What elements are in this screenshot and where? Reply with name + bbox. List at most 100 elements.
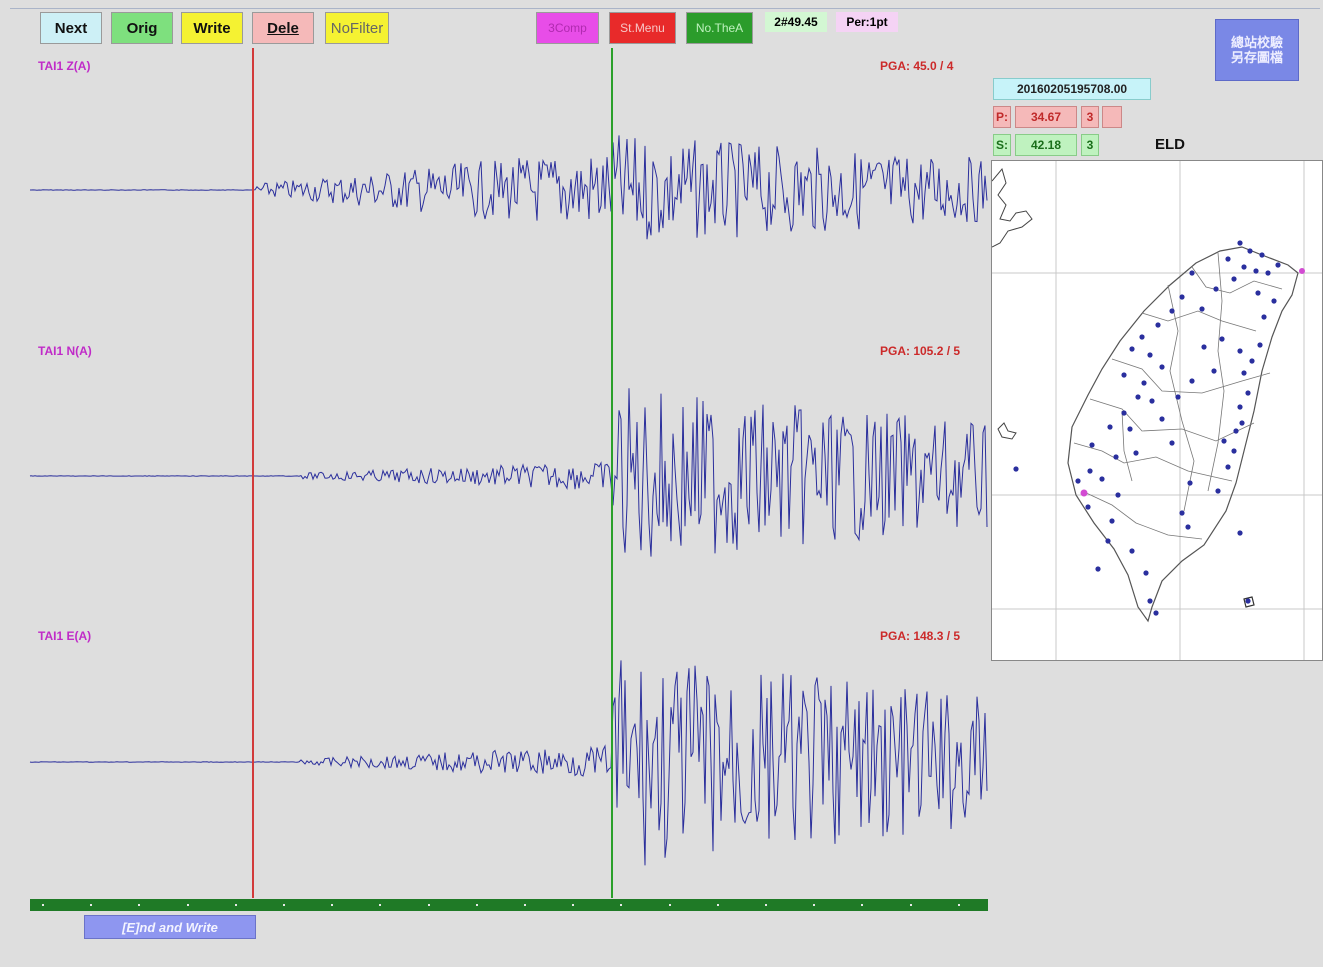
station-dot — [1237, 530, 1243, 536]
time-tick — [427, 904, 430, 906]
time-tick — [572, 904, 575, 906]
station-dot — [1231, 276, 1237, 282]
waveform-trace-z — [30, 135, 988, 240]
station-dot — [1099, 476, 1105, 482]
station-dot — [1013, 466, 1019, 472]
time-tick — [331, 904, 334, 906]
waveform-trace-e — [29, 660, 988, 866]
station-dot — [1139, 334, 1145, 340]
station-dot — [1121, 372, 1127, 378]
station-dot — [1211, 368, 1217, 374]
station-dot — [1133, 450, 1139, 456]
station-dot — [1253, 268, 1259, 274]
trace-e-pga: PGA: 148.3 / 5 — [880, 629, 961, 643]
seismogram-plot[interactable] — [0, 0, 990, 900]
station-dot — [1241, 370, 1247, 376]
time-tick — [765, 904, 767, 906]
map-grid — [992, 161, 1322, 660]
trace-z-label: TAI1 Z(A) — [38, 59, 91, 73]
station-map[interactable] — [991, 160, 1323, 661]
nofilter-button[interactable]: NoFilter — [325, 12, 389, 44]
station-dots — [1013, 240, 1281, 616]
station-dot — [1129, 346, 1135, 352]
stmenu-button[interactable]: St.Menu — [609, 12, 676, 44]
station-dot — [1225, 464, 1231, 470]
trace-e-label: TAI1 E(A) — [38, 629, 92, 643]
station-dot — [1115, 492, 1121, 498]
station-dot — [1275, 262, 1281, 268]
time-tick — [524, 904, 526, 906]
station-dot — [1175, 394, 1181, 400]
station-dot — [1219, 336, 1225, 342]
p-extra-box — [1102, 106, 1122, 128]
3comp-button[interactable]: 3Comp — [536, 12, 599, 44]
time-tick — [234, 904, 237, 906]
orig-button[interactable]: Orig — [111, 12, 173, 44]
station-dot — [1265, 270, 1271, 276]
station-dot — [1109, 518, 1115, 524]
epicenter-marker — [1080, 489, 1088, 497]
dele-label: Dele — [267, 19, 299, 37]
station-dot — [1087, 468, 1093, 474]
station-dot — [1241, 264, 1247, 270]
waveform-traces — [29, 135, 988, 866]
write-button[interactable]: Write — [181, 12, 243, 44]
time-tick — [861, 904, 864, 906]
station-dot — [1237, 348, 1243, 354]
trace-n-pga: PGA: 105.2 / 5 — [880, 344, 961, 358]
station-dot — [1239, 420, 1245, 426]
taiwan-outline — [1067, 246, 1299, 623]
station-dot — [1225, 256, 1231, 262]
green-island — [1243, 596, 1255, 608]
station-dot — [1185, 524, 1191, 530]
station-dot — [1127, 426, 1133, 432]
time-tick — [42, 904, 44, 906]
next-button[interactable]: Next — [40, 12, 102, 44]
station-dot — [1169, 440, 1175, 446]
station-dot — [1113, 454, 1119, 460]
station-dot — [1155, 322, 1161, 328]
station-dot — [1245, 598, 1251, 604]
time-scrollbar[interactable] — [30, 899, 988, 911]
station-dot — [1271, 298, 1277, 304]
time-tick — [475, 904, 478, 906]
station-dot — [1199, 306, 1205, 312]
dele-button[interactable]: Dele — [252, 12, 314, 44]
s-weight: 3 — [1081, 134, 1099, 156]
station-dot — [1105, 538, 1111, 544]
taiwan-map-svg — [992, 161, 1322, 660]
station-dot — [1159, 416, 1165, 422]
station-dot — [1089, 442, 1095, 448]
station-dot — [1231, 448, 1237, 454]
station-dot — [1189, 378, 1195, 384]
time-tick — [138, 904, 141, 906]
station-dot — [1255, 290, 1261, 296]
top-border — [10, 8, 1320, 9]
station-dot — [1215, 488, 1221, 494]
china-coast — [992, 167, 1033, 248]
station-dot — [1237, 240, 1243, 246]
station-dot — [1179, 294, 1185, 300]
station-dot — [1249, 358, 1255, 364]
station-dot — [1147, 598, 1153, 604]
s-value: 42.18 — [1015, 134, 1077, 156]
station-dot — [1179, 510, 1185, 516]
counter-readout: 2#49.45 — [765, 12, 827, 32]
station-check-save-button[interactable]: 總站校驗 另存圖檔 — [1215, 19, 1299, 81]
station-dot — [1187, 480, 1193, 486]
period-readout: Per:1pt — [836, 12, 898, 32]
s-label: S: — [993, 134, 1011, 156]
end-and-write-button[interactable]: [E]nd and Write — [84, 915, 256, 939]
station-check-line2: 另存圖檔 — [1230, 50, 1283, 65]
p-value: 34.67 — [1015, 106, 1077, 128]
station-dot — [1245, 390, 1251, 396]
time-tick — [620, 904, 623, 906]
station-dot — [1141, 380, 1147, 386]
time-tick — [90, 904, 93, 906]
station-dot — [1259, 252, 1265, 258]
station-dot — [1095, 566, 1101, 572]
station-dot — [1147, 352, 1153, 358]
station-dot — [1075, 478, 1081, 484]
nothea-button[interactable]: No.TheA — [686, 12, 753, 44]
p-label: P: — [993, 106, 1011, 128]
